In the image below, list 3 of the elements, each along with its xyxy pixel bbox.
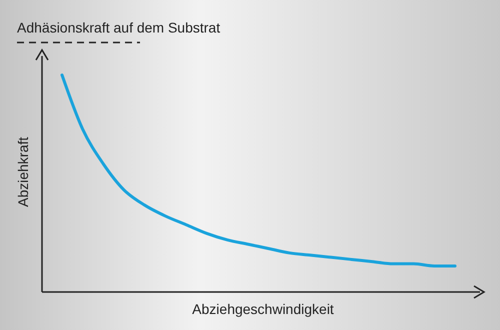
ref-line-label: Adhäsionskraft auf dem Substrat	[17, 19, 220, 36]
y-axis-title: Abziehkraft	[15, 136, 31, 208]
x-axis-title: Abziehgeschwindigkeit	[192, 301, 334, 317]
